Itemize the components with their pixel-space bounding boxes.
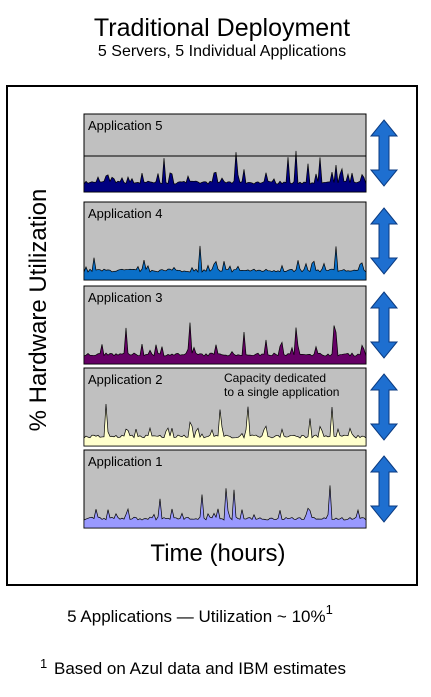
- double-arrow: [369, 373, 399, 441]
- double-arrow: [369, 291, 399, 359]
- subtitle: 5 Servers, 5 Individual Applications: [98, 43, 346, 60]
- utilization-trace: [83, 150, 367, 193]
- summary: 5 Applications — Utilization ~ 10%1: [67, 602, 333, 626]
- panel-label: Application 3: [88, 290, 162, 305]
- y-axis-label: % Hardware Utilization: [25, 189, 52, 432]
- panels: Application 5 Application 4 Application 3 A…: [83, 113, 399, 529]
- utilization-trace: [83, 485, 367, 529]
- utilization-trace: [83, 322, 367, 365]
- double-arrow: [369, 119, 399, 187]
- panel-label: Application 4: [88, 206, 162, 221]
- panel-label: Application 1: [88, 454, 162, 469]
- double-arrow: [369, 207, 399, 275]
- panel-label: Application 5: [88, 118, 162, 133]
- double-arrow: [369, 455, 399, 523]
- annotation: Capacity dedicated: [224, 371, 326, 385]
- utilization-trace: [83, 404, 367, 447]
- summary-marker: 1: [326, 602, 333, 617]
- annotation: to a single application: [224, 385, 339, 399]
- footnote-text: Based on Azul data and IBM estimates: [54, 659, 346, 678]
- panel-label: Application 2: [88, 372, 162, 387]
- x-axis-label: Time (hours): [150, 540, 285, 567]
- utilization-trace: [83, 245, 367, 281]
- summary-text: 5 Applications — Utilization ~ 10%: [67, 607, 325, 626]
- footnote-marker: 1: [40, 656, 47, 671]
- title: Traditional Deployment: [94, 14, 350, 42]
- panel: [83, 285, 367, 365]
